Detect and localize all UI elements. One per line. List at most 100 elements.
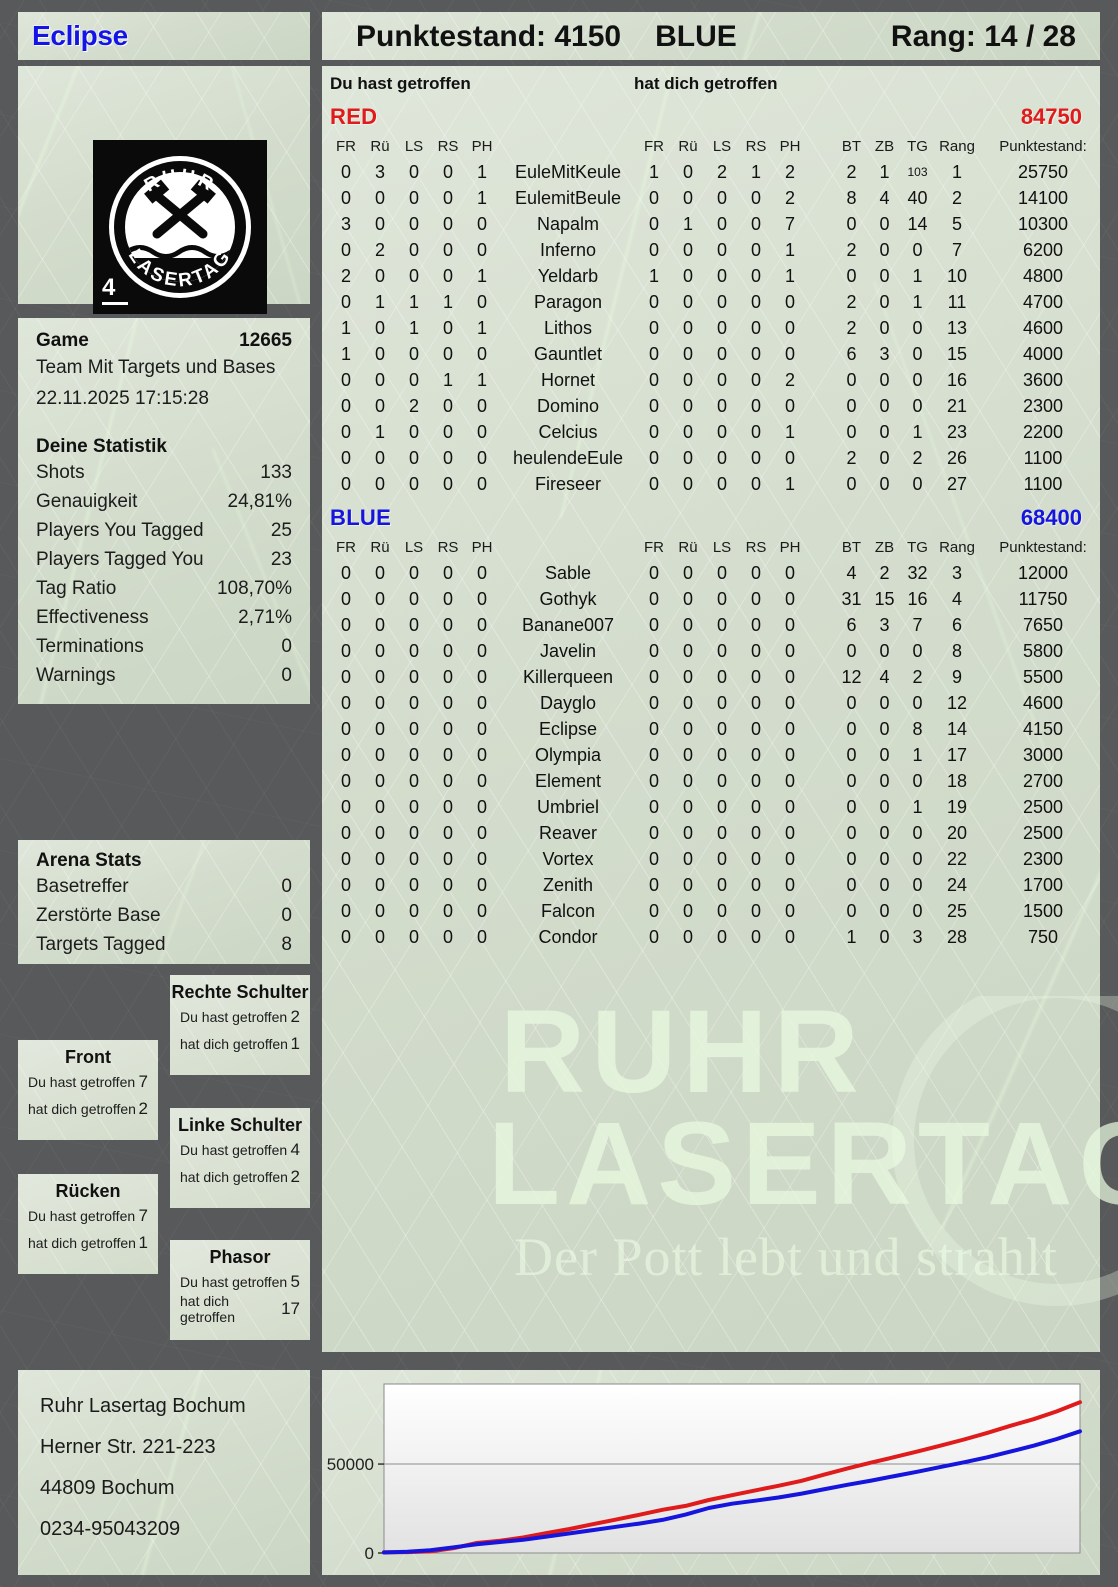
cell-bt: 0 xyxy=(846,900,857,921)
cell-player-name: Fireseer xyxy=(534,473,601,494)
cell-zb: 0 xyxy=(879,447,890,468)
cell-tg: 0 xyxy=(912,770,923,791)
cell-you-hit-RS: 0 xyxy=(442,926,453,947)
cell-hit-you-PH: 2 xyxy=(784,187,795,208)
table-row: 0 0 0 0 0 Umbriel 0 0 0 0 0 0 0 1 19 2500 xyxy=(322,794,1106,820)
watermark-line2: LASERTAG xyxy=(492,1098,1118,1230)
personal-stat-row: Genauigkeit 24,81% xyxy=(18,487,310,516)
table-header-row: FR Rü LS RS PH FR Rü LS RS PH BT ZB TG Rang Punktestan… xyxy=(322,535,1106,560)
cell-rang: 6 xyxy=(951,614,962,635)
cell-you-hit-PH: 0 xyxy=(476,562,487,583)
cell-player-name: Killerqueen xyxy=(522,666,614,687)
cell-hit-you-LS: 2 xyxy=(716,161,727,182)
cell-zb: 0 xyxy=(879,421,890,442)
cell-hit-you-LS: 0 xyxy=(716,343,727,364)
cell-tg: 1 xyxy=(912,796,923,817)
cell-hit-you-FR: 0 xyxy=(648,421,659,442)
personal-stat-row-value: 24,81% xyxy=(227,490,292,512)
cell-hit-you-Rü: 0 xyxy=(682,744,693,765)
watermark-tagline: Der Pott lebt und strahlt xyxy=(514,1227,1058,1287)
cell-hit-you-LS: 0 xyxy=(716,369,727,390)
team-label: BLUE xyxy=(655,20,737,53)
cell-rang: 23 xyxy=(946,421,968,442)
cell-tg: 3 xyxy=(912,926,923,947)
cell-zb: 0 xyxy=(879,640,890,661)
col-header-you-hit-PH: PH xyxy=(471,138,493,155)
hitbox-back: Rücken Du hast getroffen 7 hat dich getr… xyxy=(18,1174,158,1274)
col-header-you-hit-LS: LS xyxy=(404,539,424,556)
hitbox-you-hit-label: Du hast getroffen xyxy=(180,1273,288,1290)
col-header-you-hit-FR: FR xyxy=(336,138,356,155)
cell-you-hit-Rü: 0 xyxy=(374,265,385,286)
cell-you-hit-PH: 0 xyxy=(476,343,487,364)
cell-hit-you-Rü: 0 xyxy=(682,874,693,895)
cell-points: 2300 xyxy=(1022,395,1064,416)
cell-hit-you-Rü: 1 xyxy=(682,213,693,234)
table-row: 0 0 0 0 0 Killerqueen 0 0 0 0 0 12 4 2 9 5500 xyxy=(322,664,1106,690)
cell-hit-you-FR: 0 xyxy=(648,796,659,817)
cell-you-hit-FR: 1 xyxy=(340,317,351,338)
cell-you-hit-LS: 0 xyxy=(408,369,419,390)
cell-you-hit-RS: 0 xyxy=(442,421,453,442)
row-lead-spacer xyxy=(322,560,329,586)
row-lead-spacer xyxy=(322,367,329,393)
personal-stat-row: Shots 133 xyxy=(18,458,310,487)
cell-you-hit-PH: 0 xyxy=(476,822,487,843)
cell-bt: 0 xyxy=(846,213,857,234)
cell-hit-you-Rü: 0 xyxy=(682,473,693,494)
cell-hit-you-RS: 0 xyxy=(750,421,761,442)
hitbox-hit-you-label: hat dich getroffen xyxy=(28,1100,136,1117)
table-row: 0 1 0 0 0 Celcius 0 0 0 0 1 0 0 1 23 2200 xyxy=(322,419,1106,445)
row-lead-spacer xyxy=(322,612,329,638)
team-total-score: 84750 xyxy=(1020,104,1082,129)
cell-hit-you-PH: 0 xyxy=(784,640,795,661)
row-gap xyxy=(807,263,835,289)
personal-stat-row-value: 25 xyxy=(270,519,292,541)
cell-you-hit-LS: 0 xyxy=(408,588,419,609)
arena-stats-heading-text: Arena Stats xyxy=(36,850,142,871)
cell-hit-you-PH: 0 xyxy=(784,822,795,843)
cell-you-hit-RS: 0 xyxy=(442,822,453,843)
col-header-you-hit-RS: RS xyxy=(437,138,459,155)
team-section: RED 84750 FR Rü LS RS PH FR Rü LS RS PH BT ZB TG Rang Pu… xyxy=(322,104,1100,497)
cell-you-hit-RS: 0 xyxy=(442,614,453,635)
hitbox-you-hit-label: Du hast getroffen xyxy=(180,1008,288,1025)
row-lead-spacer xyxy=(322,237,329,263)
cell-hit-you-FR: 0 xyxy=(648,692,659,713)
cell-points: 4000 xyxy=(1022,343,1064,364)
cell-player-name: Umbriel xyxy=(536,796,599,817)
row-lead-spacer xyxy=(322,872,329,898)
cell-hit-you-PH: 0 xyxy=(784,666,795,687)
cell-rang: 13 xyxy=(946,317,968,338)
cell-rang: 19 xyxy=(946,796,968,817)
cell-player-name: Javelin xyxy=(539,640,597,661)
cell-zb: 0 xyxy=(879,291,890,312)
cell-hit-you-PH: 0 xyxy=(784,692,795,713)
row-lead-spacer xyxy=(322,263,329,289)
cell-hit-you-LS: 0 xyxy=(716,926,727,947)
cell-you-hit-RS: 0 xyxy=(442,265,453,286)
cell-player-name: Banane007 xyxy=(521,614,615,635)
score-progression-chart: 0 50000 xyxy=(327,1383,1082,1563)
hitbox-you-hit-row: Du hast getroffen 4 xyxy=(170,1136,310,1163)
team-section: BLUE 68400 FR Rü LS RS PH FR Rü LS RS PH BT ZB TG Rang P… xyxy=(322,505,1100,950)
cell-hit-you-FR: 0 xyxy=(648,187,659,208)
cell-you-hit-PH: 0 xyxy=(476,718,487,739)
table-row: 0 0 0 0 0 Falcon 0 0 0 0 0 0 0 0 25 1500 xyxy=(322,898,1106,924)
cell-player-name: Element xyxy=(534,770,602,791)
cell-you-hit-LS: 0 xyxy=(408,744,419,765)
hitbox-left-shoulder: Linke Schulter Du hast getroffen 4 hat d… xyxy=(170,1108,310,1208)
team-total-score: 68400 xyxy=(1020,505,1082,530)
hitbox-right-shoulder: Rechte Schulter Du hast getroffen 2 hat … xyxy=(170,975,310,1075)
col-header-Rang: Rang xyxy=(939,539,975,556)
cell-you-hit-FR: 0 xyxy=(340,666,351,687)
cell-bt: 0 xyxy=(846,265,857,286)
cell-hit-you-RS: 0 xyxy=(750,369,761,390)
cell-you-hit-FR: 0 xyxy=(340,473,351,494)
cell-hit-you-PH: 7 xyxy=(784,213,795,234)
cell-points: 5800 xyxy=(1022,640,1064,661)
cell-zb: 0 xyxy=(879,317,890,338)
cell-you-hit-PH: 0 xyxy=(476,666,487,687)
cell-tg: 0 xyxy=(912,822,923,843)
address-line: 44809 Bochum xyxy=(40,1477,175,1499)
